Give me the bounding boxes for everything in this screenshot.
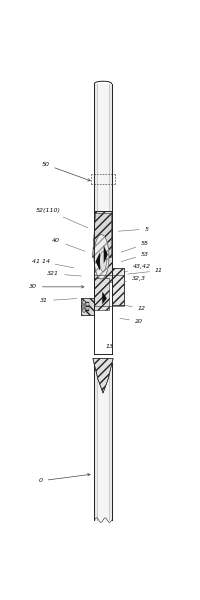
- Polygon shape: [94, 211, 111, 282]
- Polygon shape: [81, 298, 94, 314]
- Text: 0: 0: [39, 473, 90, 484]
- Text: 50: 50: [41, 162, 90, 181]
- Text: 41 14: 41 14: [32, 259, 73, 268]
- Circle shape: [94, 235, 108, 279]
- Polygon shape: [111, 268, 123, 305]
- Text: 20: 20: [119, 318, 142, 324]
- Text: 11: 11: [127, 268, 162, 274]
- Text: 32,3: 32,3: [119, 276, 145, 283]
- Text: 321: 321: [47, 271, 81, 277]
- Circle shape: [99, 251, 106, 271]
- Polygon shape: [103, 245, 107, 264]
- Polygon shape: [92, 213, 110, 257]
- Polygon shape: [102, 292, 106, 304]
- Text: 30: 30: [29, 284, 83, 289]
- Text: 5: 5: [118, 227, 148, 232]
- Circle shape: [82, 301, 86, 313]
- Polygon shape: [94, 278, 109, 310]
- Circle shape: [83, 304, 85, 310]
- Text: 31: 31: [40, 298, 76, 303]
- Text: 52(110): 52(110): [36, 208, 88, 228]
- Text: 43,42: 43,42: [121, 265, 150, 273]
- Text: 13: 13: [105, 344, 113, 349]
- Polygon shape: [95, 252, 99, 271]
- Text: 40: 40: [52, 238, 84, 251]
- Polygon shape: [86, 302, 89, 311]
- Text: 12: 12: [119, 304, 145, 311]
- Text: 55: 55: [121, 241, 148, 252]
- Polygon shape: [92, 358, 113, 393]
- Text: 53: 53: [121, 252, 148, 262]
